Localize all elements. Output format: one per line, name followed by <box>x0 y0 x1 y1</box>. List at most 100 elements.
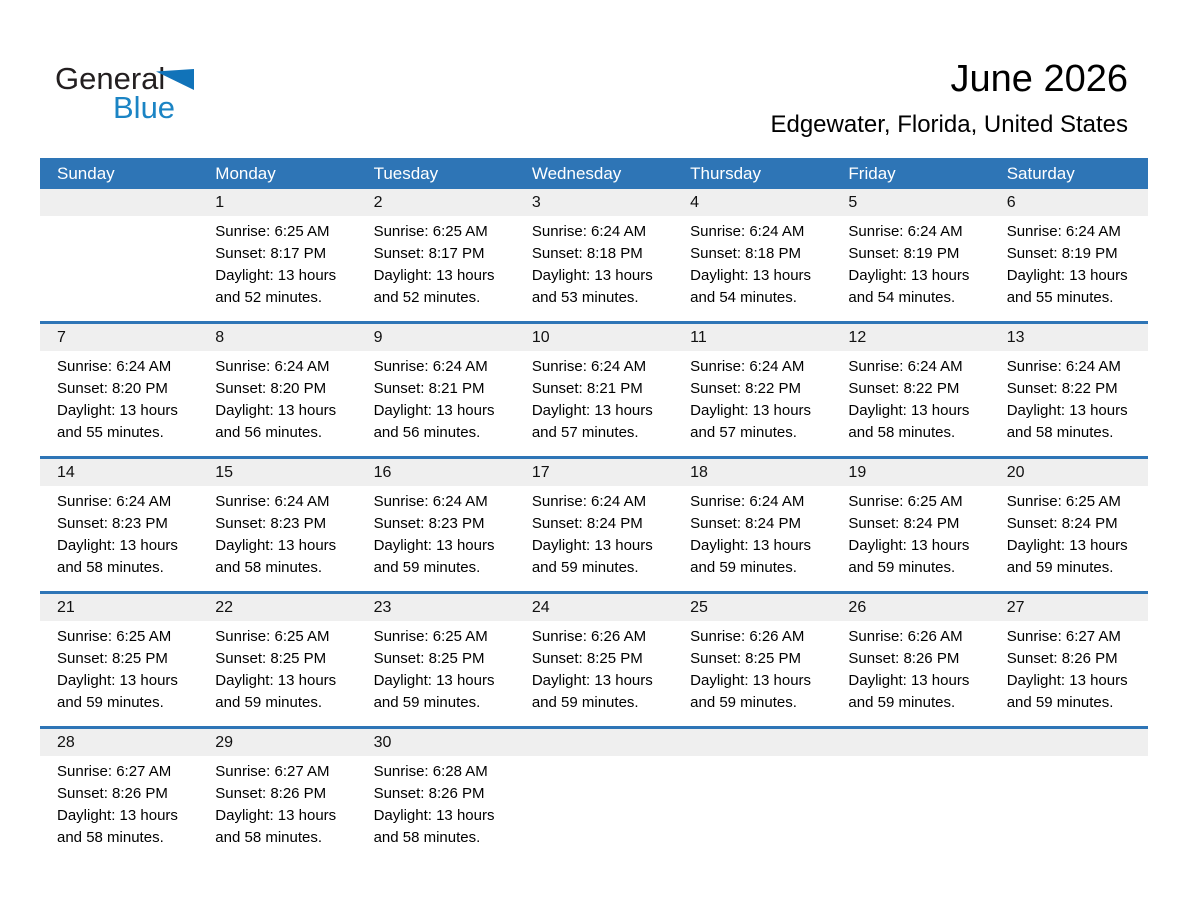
day-number: 28 <box>57 734 75 751</box>
weekday-saturday: Saturday <box>1006 164 1075 183</box>
daylight-line-2: and 52 minutes. <box>373 289 481 306</box>
sunrise-line: Sunrise: 6:25 AM <box>1006 493 1121 510</box>
daylight-line-2: and 57 minutes. <box>690 424 797 441</box>
day-number: 24 <box>531 599 550 616</box>
daylight-line-1: Daylight: 13 hours <box>373 807 495 824</box>
day-number: 2 <box>373 194 383 211</box>
empty-day-number <box>990 729 1148 756</box>
logo-text-general: General <box>55 61 166 96</box>
day-cell: Sunrise: 6:24 AM Sunset: 8:19 PM Daylight:… <box>831 216 989 321</box>
day-number: 16 <box>373 464 392 481</box>
sunrise-line: Sunrise: 6:24 AM <box>373 493 488 510</box>
day-number: 5 <box>848 194 858 211</box>
day-details-band: Sunrise: 6:24 AM Sunset: 8:23 PM Daylight:… <box>40 486 1148 591</box>
sunrise-line: Sunrise: 6:24 AM <box>531 223 647 240</box>
sunset-line: Sunset: 8:23 PM <box>373 515 485 532</box>
daylight-line-1: Daylight: 13 hours <box>848 537 970 554</box>
sunset-line: Sunset: 8:18 PM <box>690 245 802 262</box>
day-cell: Sunrise: 6:28 AM Sunset: 8:26 PM Daylight:… <box>357 756 515 861</box>
daylight-line-1: Daylight: 13 hours <box>373 267 495 284</box>
day-details-band: Sunrise: 6:25 AM Sunset: 8:17 PM Daylight:… <box>40 216 1148 321</box>
daylight-line-2: and 58 minutes. <box>57 559 164 576</box>
daylight-line-1: Daylight: 13 hours <box>531 267 653 284</box>
daylight-line-2: and 59 minutes. <box>531 694 639 711</box>
sunrise-line: Sunrise: 6:26 AM <box>531 628 647 645</box>
daylight-line-1: Daylight: 13 hours <box>690 537 812 554</box>
daylight-line-1: Daylight: 13 hours <box>215 402 337 419</box>
day-number: 30 <box>373 734 392 751</box>
empty-day-number <box>673 729 831 756</box>
day-number: 23 <box>373 599 392 616</box>
day-cell: Sunrise: 6:24 AM Sunset: 8:22 PM Daylight:… <box>990 351 1148 456</box>
empty-day-cell <box>990 756 1148 861</box>
daylight-line-2: and 58 minutes. <box>373 829 481 846</box>
daylight-line-1: Daylight: 13 hours <box>848 267 970 284</box>
day-number: 9 <box>373 329 383 346</box>
daylight-line-2: and 58 minutes. <box>848 424 956 441</box>
page-title: June 2026 <box>950 58 1129 100</box>
day-number: 22 <box>215 599 234 616</box>
daylight-line-2: and 55 minutes. <box>57 424 164 441</box>
daylight-line-1: Daylight: 13 hours <box>1006 672 1128 689</box>
daylight-line-2: and 57 minutes. <box>531 424 639 441</box>
daylight-line-1: Daylight: 13 hours <box>57 807 178 824</box>
daylight-line-1: Daylight: 13 hours <box>215 267 337 284</box>
daylight-line-1: Daylight: 13 hours <box>57 672 178 689</box>
week-row: 28 29 30 Sunrise: 6:27 AM Sunset: 8:26 PM Day… <box>40 726 1148 861</box>
week-row: 1 2 3 4 5 6 Sunrise: 6:25 AM Sunset: 8:17 PM Day… <box>40 189 1148 321</box>
day-number: 4 <box>690 194 700 211</box>
day-cell: Sunrise: 6:24 AM Sunset: 8:18 PM Daylight:… <box>673 216 831 321</box>
day-cell: Sunrise: 6:24 AM Sunset: 8:20 PM Daylight:… <box>40 351 198 456</box>
daylight-line-2: and 58 minutes. <box>1006 424 1114 441</box>
sunset-line: Sunset: 8:18 PM <box>531 245 643 262</box>
day-number: 13 <box>1006 329 1025 346</box>
sunset-line: Sunset: 8:21 PM <box>531 380 643 397</box>
sunrise-line: Sunrise: 6:25 AM <box>848 493 963 510</box>
day-number: 20 <box>1006 464 1025 481</box>
day-number: 14 <box>57 464 75 481</box>
day-number: 11 <box>690 329 707 346</box>
day-cell: Sunrise: 6:24 AM Sunset: 8:23 PM Daylight:… <box>357 486 515 591</box>
day-number: 7 <box>57 329 66 346</box>
week-row: 7 8 9 10 11 12 13 Sunrise: 6:24 AM Sunset: 8:20 … <box>40 321 1148 456</box>
day-cell: Sunrise: 6:25 AM Sunset: 8:17 PM Daylight:… <box>198 216 356 321</box>
day-cell: Sunrise: 6:26 AM Sunset: 8:26 PM Daylight:… <box>831 621 989 726</box>
daylight-line-1: Daylight: 13 hours <box>531 537 653 554</box>
day-number: 27 <box>1006 599 1025 616</box>
sunrise-line: Sunrise: 6:24 AM <box>690 358 805 375</box>
sunrise-line: Sunrise: 6:25 AM <box>215 628 330 645</box>
sunset-line: Sunset: 8:26 PM <box>848 650 960 667</box>
day-cell: Sunrise: 6:24 AM Sunset: 8:21 PM Daylight:… <box>357 351 515 456</box>
weeks-container: 1 2 3 4 5 6 Sunrise: 6:25 AM Sunset: 8:17 PM Day… <box>40 189 1148 861</box>
sunset-line: Sunset: 8:19 PM <box>848 245 960 262</box>
weekday-header-row: Sunday Monday Tuesday Wednesday Thursday… <box>40 158 1148 189</box>
sunrise-line: Sunrise: 6:24 AM <box>373 358 488 375</box>
sunset-line: Sunset: 8:23 PM <box>57 515 168 532</box>
day-cell: Sunrise: 6:26 AM Sunset: 8:25 PM Daylight:… <box>673 621 831 726</box>
sunrise-line: Sunrise: 6:25 AM <box>373 628 488 645</box>
sunset-line: Sunset: 8:24 PM <box>531 515 643 532</box>
empty-day-cell <box>515 756 673 861</box>
daylight-line-1: Daylight: 13 hours <box>690 402 812 419</box>
sunrise-line: Sunrise: 6:25 AM <box>57 628 172 645</box>
sunset-line: Sunset: 8:22 PM <box>848 380 960 397</box>
daylight-line-2: and 59 minutes. <box>690 559 797 576</box>
daylight-line-1: Daylight: 13 hours <box>531 402 653 419</box>
sunset-line: Sunset: 8:20 PM <box>215 380 327 397</box>
day-cell: Sunrise: 6:25 AM Sunset: 8:25 PM Daylight:… <box>40 621 198 726</box>
daylight-line-1: Daylight: 13 hours <box>531 672 653 689</box>
day-number: 29 <box>215 734 234 751</box>
general-blue-logo: General Blue <box>55 62 205 126</box>
sunrise-line: Sunrise: 6:26 AM <box>848 628 963 645</box>
day-cell: Sunrise: 6:24 AM Sunset: 8:19 PM Daylight:… <box>990 216 1148 321</box>
week-row: 14 15 16 17 18 19 20 Sunrise: 6:24 AM Sunset: 8:… <box>40 456 1148 591</box>
weekday-wednesday: Wednesday <box>531 164 622 183</box>
daylight-line-2: and 59 minutes. <box>373 559 481 576</box>
sunrise-line: Sunrise: 6:24 AM <box>848 223 963 240</box>
daylight-line-1: Daylight: 13 hours <box>1006 537 1128 554</box>
daylight-line-1: Daylight: 13 hours <box>57 537 178 554</box>
day-details-band: Sunrise: 6:24 AM Sunset: 8:20 PM Daylight:… <box>40 351 1148 456</box>
day-cell: Sunrise: 6:27 AM Sunset: 8:26 PM Daylight:… <box>198 756 356 861</box>
day-number: 15 <box>215 464 234 481</box>
sunrise-line: Sunrise: 6:25 AM <box>215 223 330 240</box>
